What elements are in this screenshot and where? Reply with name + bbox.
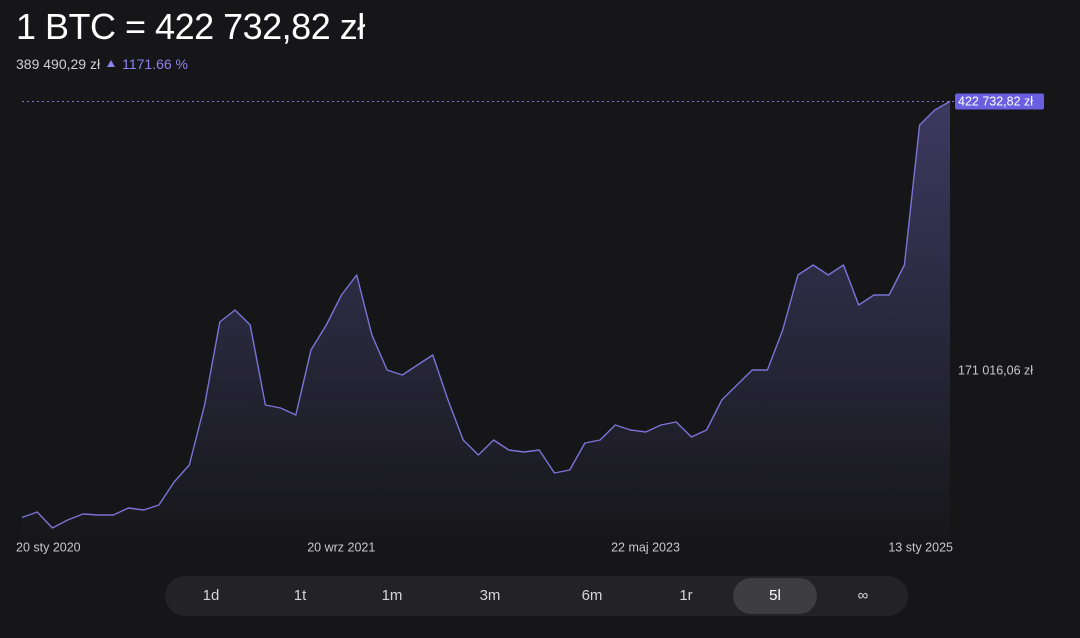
- up-arrow: [107, 60, 116, 67]
- change-percent: 1171.66 %: [122, 56, 188, 72]
- x-tick-label: 20 wrz 2021: [307, 540, 375, 554]
- line: [21, 100, 951, 529]
- x-tick-label: 13 sty 2025: [888, 540, 953, 554]
- range-button[interactable]: 1m: [381, 587, 403, 604]
- range-button[interactable]: 1t: [293, 587, 307, 604]
- y-tick-label: 171 016,06 zł: [958, 364, 1033, 378]
- range-selector: 1d 1t 1m 3m 6m 1r 5l ∞: [165, 576, 908, 616]
- range-button[interactable]: 5l: [733, 578, 817, 614]
- range-button[interactable]: 3m: [479, 587, 501, 604]
- range-button[interactable]: 1r: [679, 587, 693, 604]
- x-tick-label: 20 sty 2020: [16, 540, 81, 554]
- y-tick-label: 422 732,82 zł: [958, 95, 1033, 109]
- range-button[interactable]: 6m: [581, 587, 603, 604]
- last-price-badge: [955, 93, 1044, 110]
- range-button[interactable]: 1d: [202, 587, 220, 604]
- price-title: 1 BTC = 422 732,82 zł: [16, 6, 365, 47]
- x-tick-label: 22 maj 2023: [611, 540, 680, 554]
- area: [22, 101, 950, 554]
- range-button[interactable]: ∞: [857, 587, 869, 604]
- price-change: 389 490,29 zł 1171.66 %: [16, 56, 188, 72]
- reference-value: 389 490,29 zł: [16, 56, 101, 72]
